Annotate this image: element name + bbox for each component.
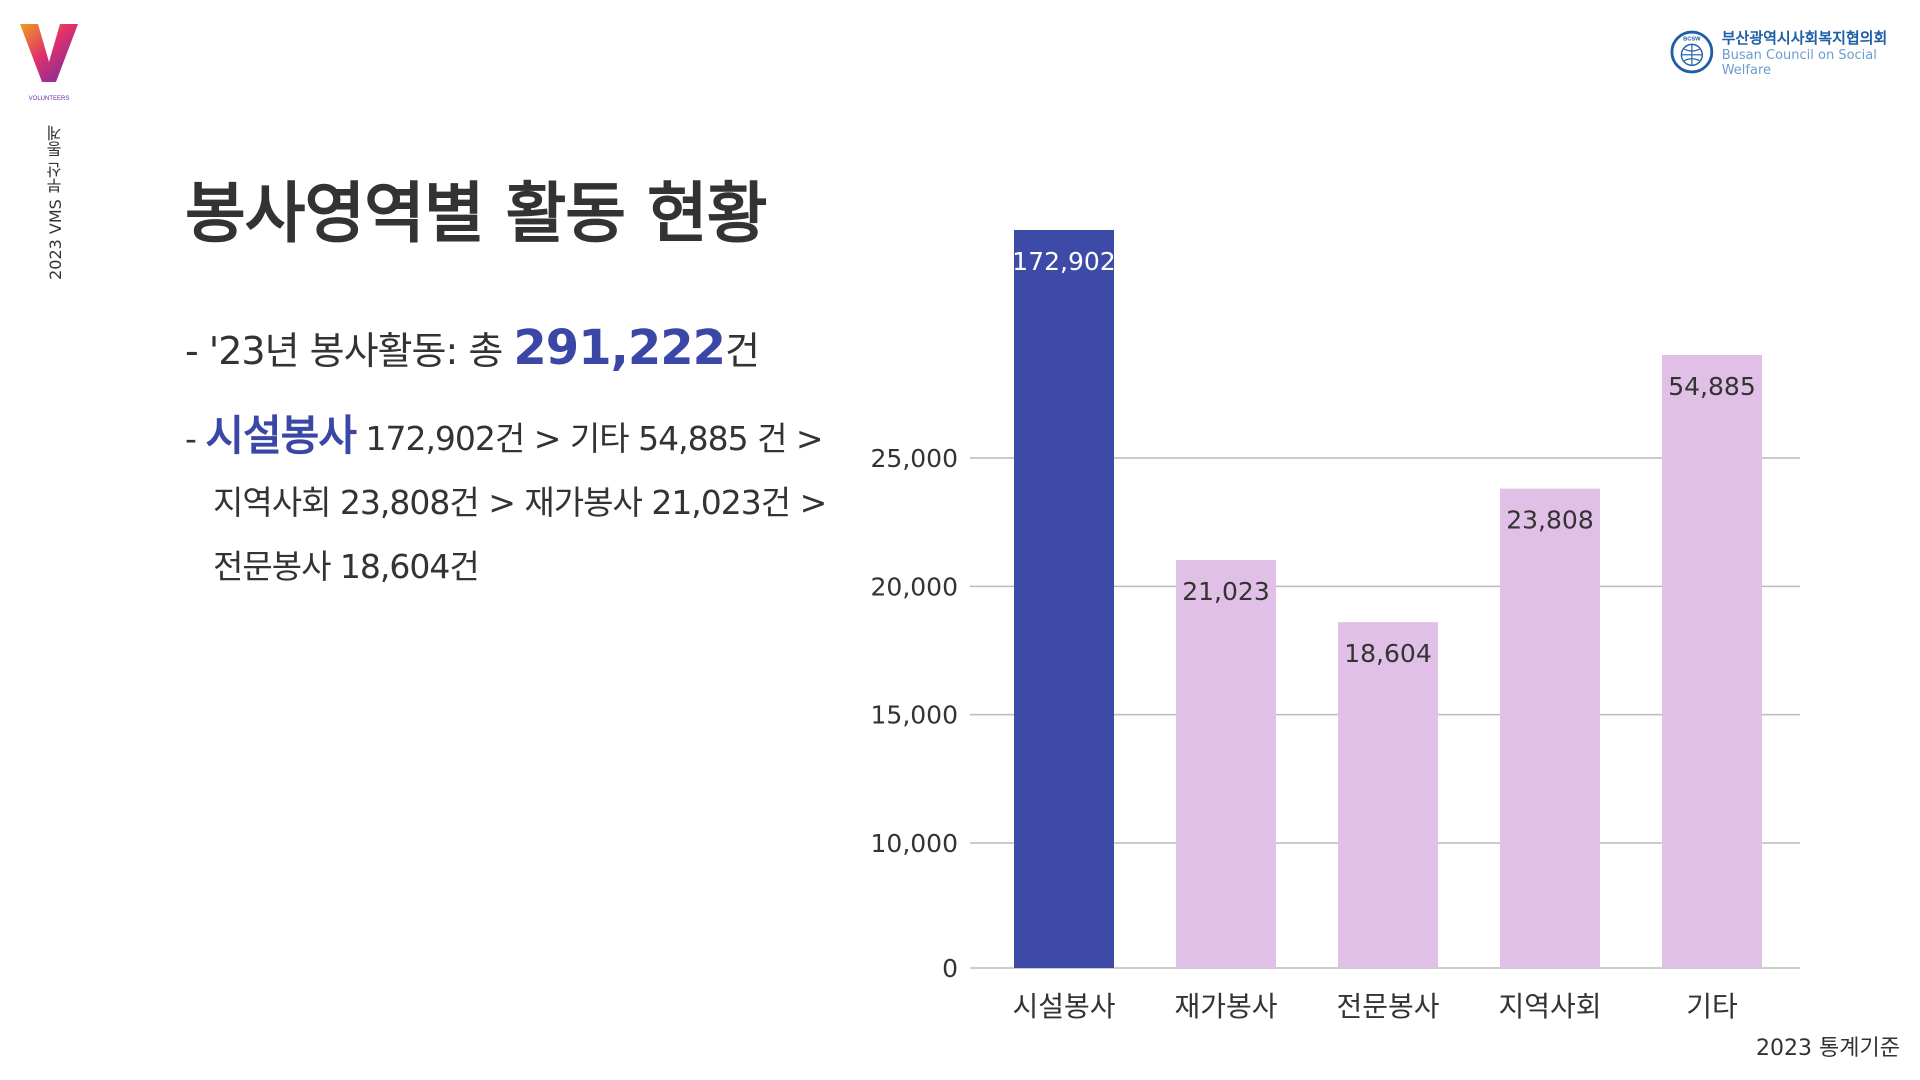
bar-data-label: 21,023	[1182, 577, 1269, 606]
y-axis-ticks: 0 10,000 15,000 20,000 25,000	[871, 444, 958, 983]
org-logo: BCSW 부산광역시사회복지협의회 Busan Council on Socia…	[1670, 25, 1920, 79]
total-summary: - '23년 봉사활동: 총 291,222건	[185, 320, 826, 376]
data-labels: 172,902 21,023 18,604 23,808 54,885	[1012, 247, 1755, 668]
y-tick-label: 10,000	[871, 829, 958, 858]
bar-data-label: 23,808	[1506, 506, 1593, 535]
ranking-highlight: 시설봉사	[205, 411, 357, 460]
ranking-dash: -	[185, 419, 206, 458]
globe-icon: BCSW	[1670, 30, 1714, 74]
summary-block: - '23년 봉사활동: 총 291,222건 - 시설봉사 172,902건 …	[185, 320, 827, 599]
y-tick-label: 25,000	[871, 444, 958, 473]
bar	[1662, 355, 1762, 968]
bars	[1014, 230, 1762, 968]
bar-data-label: 54,885	[1668, 372, 1755, 401]
total-prefix: - '23년 봉사활동: 총	[185, 329, 514, 373]
side-caption: 2023 VMS 부산 통계	[46, 125, 65, 280]
total-count: 291,222	[513, 320, 726, 376]
ranking-line-1: - 시설봉사 172,902건 > 기타 54,885 건 >	[185, 404, 826, 471]
x-tick-label: 재가봉사	[1174, 990, 1277, 1023]
ranking-rest-1: 172,902건 > 기타 54,885 건 >	[355, 419, 823, 458]
total-suffix: 건	[725, 329, 760, 373]
org-badge: BCSW	[1683, 37, 1701, 43]
bar-data-label: 18,604	[1344, 639, 1431, 668]
x-tick-label: 기타	[1686, 990, 1738, 1023]
vms-v-logo: VOLUNTEERS	[20, 24, 78, 102]
bar-data-label: 172,902	[1012, 247, 1115, 276]
y-tick-label: 20,000	[871, 572, 958, 601]
y-tick-label: 0	[942, 954, 958, 983]
footnote: 2023 통계기준	[1756, 1036, 1900, 1061]
x-tick-label: 지역사회	[1498, 990, 1601, 1023]
org-name: 부산광역시사회복지협의회	[1721, 28, 1888, 47]
ranking-line-3: 전문봉사 18,604건	[213, 547, 480, 586]
x-tick-label: 전문봉사	[1336, 990, 1439, 1023]
x-axis-labels: 시설봉사 재가봉사 전문봉사 지역사회 기타	[1012, 990, 1737, 1023]
org-name-en: Busan Council on Social Welfare	[1721, 47, 1877, 78]
bar	[1176, 560, 1276, 968]
x-tick-label: 시설봉사	[1012, 990, 1115, 1023]
page-title: 봉사영역별 활동 현황	[185, 175, 767, 252]
bar	[1500, 488, 1600, 968]
svg-text:VOLUNTEERS: VOLUNTEERS	[29, 96, 70, 102]
y-tick-label: 15,000	[871, 701, 958, 730]
bar	[1338, 622, 1438, 968]
bar	[1014, 230, 1114, 968]
ranking-line-2: 지역사회 23,808건 > 재가봉사 21,023건 >	[213, 483, 827, 522]
ranking-summary: - 시설봉사 172,902건 > 기타 54,885 건 > 지역사회 23,…	[185, 404, 827, 599]
